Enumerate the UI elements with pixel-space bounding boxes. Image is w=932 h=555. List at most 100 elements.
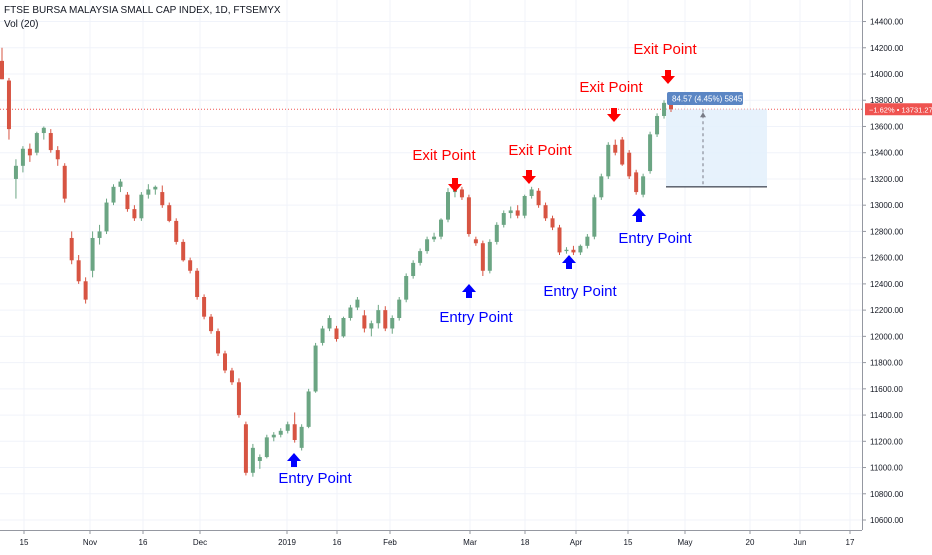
price-tick-label: 10600.00 bbox=[870, 516, 904, 525]
price-tick-label: 10800.00 bbox=[870, 490, 904, 499]
last-price-label: −1.62% • 13731.27 bbox=[869, 105, 932, 114]
candle bbox=[160, 185, 165, 208]
time-tick-label: 17 bbox=[846, 538, 855, 547]
price-tick-label: 11200.00 bbox=[870, 437, 903, 446]
candle bbox=[250, 443, 255, 477]
candle-body bbox=[334, 328, 339, 339]
candle-body bbox=[202, 297, 207, 317]
candle-body bbox=[390, 317, 395, 329]
candle-body bbox=[285, 424, 290, 431]
price-tick-label: 13200.00 bbox=[870, 175, 904, 184]
candle-body bbox=[174, 220, 179, 242]
candle bbox=[634, 169, 639, 195]
candle-body bbox=[76, 260, 81, 282]
candle bbox=[376, 304, 381, 329]
price-tick-label: 12200.00 bbox=[870, 306, 904, 315]
candle-body bbox=[362, 315, 367, 329]
candle bbox=[411, 260, 416, 279]
price-tick-label: 12400.00 bbox=[870, 280, 904, 289]
candle bbox=[48, 129, 53, 153]
candle bbox=[578, 244, 583, 256]
time-tick-label: Feb bbox=[383, 538, 397, 547]
candle bbox=[466, 194, 471, 237]
time-tick-label: Mar bbox=[463, 538, 477, 547]
candle-body bbox=[599, 176, 604, 198]
candle-body bbox=[585, 236, 590, 246]
time-tick-label: 2019 bbox=[278, 538, 296, 547]
candle bbox=[97, 224, 102, 245]
candle-body bbox=[299, 426, 304, 448]
candle bbox=[181, 239, 186, 262]
time-tick-label: 18 bbox=[521, 538, 530, 547]
candle-body bbox=[118, 181, 123, 187]
candle-body bbox=[466, 197, 471, 235]
candle bbox=[285, 421, 290, 434]
candle bbox=[599, 173, 604, 200]
candle-body bbox=[501, 213, 506, 225]
exit-point-label: Exit Point bbox=[633, 41, 697, 58]
candle-body bbox=[669, 102, 673, 110]
candle bbox=[320, 325, 325, 346]
price-tick-label: 11600.00 bbox=[870, 385, 903, 394]
candle-body bbox=[355, 299, 360, 308]
candle bbox=[34, 131, 39, 156]
down-arrow-icon bbox=[448, 178, 462, 192]
candle bbox=[76, 255, 81, 284]
exit-point-label: Exit Point bbox=[412, 147, 476, 164]
measure-label-box bbox=[667, 92, 743, 105]
candle bbox=[334, 325, 339, 342]
candle bbox=[125, 192, 130, 212]
candle-body bbox=[432, 236, 437, 240]
time-tick-label: 20 bbox=[746, 538, 755, 547]
measure-label: 84.57 (4.45%) 58457 bbox=[672, 95, 747, 104]
candle bbox=[83, 277, 88, 304]
candle-body bbox=[536, 190, 541, 206]
time-tick-label: 15 bbox=[624, 538, 633, 547]
candle-body bbox=[543, 205, 548, 219]
candle-body bbox=[522, 195, 527, 216]
candle-body bbox=[529, 189, 534, 196]
candle bbox=[585, 234, 590, 249]
price-tick-label: 14200.00 bbox=[870, 44, 904, 53]
price-tick-label: 13000.00 bbox=[870, 201, 904, 210]
candle-body bbox=[292, 424, 297, 440]
up-arrow-icon bbox=[462, 284, 476, 298]
candle-body bbox=[125, 194, 130, 210]
candle-body bbox=[216, 331, 221, 354]
candle-body bbox=[494, 224, 499, 242]
up-arrow-icon bbox=[562, 255, 576, 269]
candle-body bbox=[341, 317, 346, 337]
candle-body bbox=[404, 276, 409, 300]
candle bbox=[522, 194, 527, 219]
candle bbox=[236, 378, 241, 418]
candle-body bbox=[571, 249, 576, 253]
candle-body bbox=[83, 281, 88, 300]
candle bbox=[132, 205, 137, 221]
price-tick-label: 12800.00 bbox=[870, 227, 904, 236]
candle-body bbox=[97, 231, 102, 238]
candle bbox=[529, 186, 534, 199]
candle-body bbox=[48, 133, 53, 151]
candle bbox=[111, 184, 116, 206]
candle bbox=[641, 173, 646, 198]
measure-arrow-icon bbox=[700, 112, 706, 118]
candle bbox=[174, 218, 179, 245]
price-tick-label: 11000.00 bbox=[870, 464, 903, 473]
candle bbox=[229, 367, 234, 385]
price-tick-label: 14000.00 bbox=[870, 70, 904, 79]
time-tick-label: 15 bbox=[20, 538, 29, 547]
candle-body bbox=[376, 310, 381, 324]
candle-body bbox=[146, 189, 151, 195]
candle-body bbox=[446, 192, 450, 220]
candle bbox=[209, 314, 214, 334]
candle-body bbox=[348, 307, 353, 318]
candle-body bbox=[613, 144, 618, 153]
candle-body bbox=[6, 80, 11, 130]
price-tick-label: 11400.00 bbox=[870, 411, 903, 420]
candle-body bbox=[250, 447, 255, 473]
candle bbox=[313, 342, 318, 393]
candle bbox=[397, 297, 402, 321]
candle-body bbox=[550, 218, 555, 228]
